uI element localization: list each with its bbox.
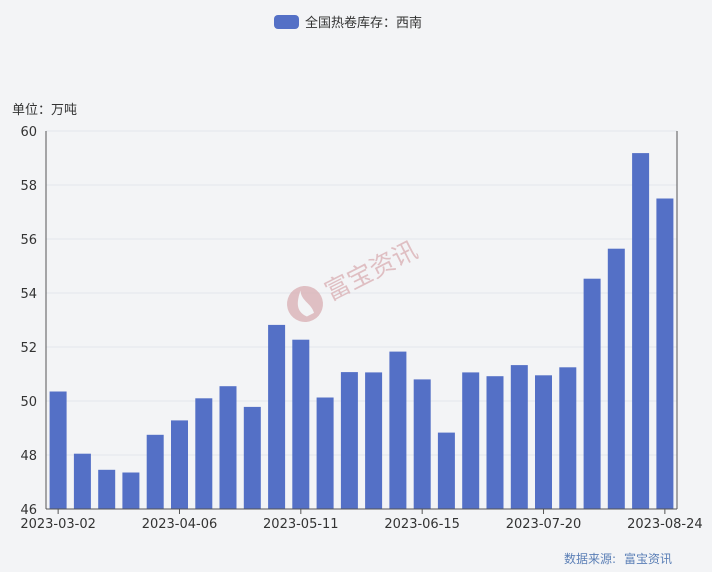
bar-2023-03-09[interactable] (73, 453, 91, 509)
bar-2023-03-23[interactable] (122, 472, 140, 510)
y-tick-label: 54 (20, 287, 37, 302)
bar-2023-07-20[interactable] (535, 375, 552, 509)
y-tick-labels: 46 48 50 52 54 56 58 60 (20, 125, 37, 518)
bar-2023-04-20[interactable] (219, 386, 237, 509)
y-tick-label: 50 (20, 395, 37, 410)
bar-2023-04-06[interactable] (171, 420, 188, 509)
bar-2023-07-13[interactable] (510, 365, 528, 509)
bar-2023-06-15[interactable] (413, 379, 431, 509)
bar-2023-08-03[interactable] (583, 278, 601, 509)
bar-2023-07-06[interactable] (486, 376, 504, 509)
x-tick-label: 2023-03-02 (20, 517, 96, 532)
bar-2023-08-10[interactable] (607, 248, 625, 509)
bar-2023-06-08[interactable] (389, 351, 407, 509)
watermark-flame-icon (297, 290, 315, 317)
legend[interactable]: 全国热卷库存：西南 (274, 15, 422, 31)
x-tick-label: 2023-06-15 (384, 517, 460, 532)
y-tick-label: 52 (20, 341, 37, 356)
grid-lines (46, 130, 677, 456)
x-tick-label: 2023-04-06 (142, 517, 218, 532)
y-tick-label: 46 (20, 503, 37, 518)
bar-2023-06-22[interactable] (437, 432, 455, 509)
y-tick-label: 60 (20, 125, 37, 140)
watermark-logo: 富宝资讯 (287, 235, 422, 322)
x-tick-label: 2023-05-11 (263, 517, 339, 532)
bars (49, 153, 674, 510)
bar-2023-03-16[interactable] (98, 469, 116, 509)
x-tick-label: 2023-08-24 (627, 517, 703, 532)
bar-2023-06-01[interactable] (365, 372, 383, 509)
bar-2023-05-25[interactable] (340, 372, 358, 509)
bar-2023-06-29[interactable] (462, 372, 480, 509)
y-tick-label: 56 (20, 233, 37, 248)
bar-2023-03-02[interactable] (49, 391, 67, 510)
axes (45, 131, 678, 510)
y-tick-label: 48 (20, 449, 37, 464)
bar-2023-04-27[interactable] (243, 406, 261, 509)
legend-swatch[interactable] (274, 15, 299, 29)
legend-label[interactable]: 全国热卷库存：西南 (305, 15, 422, 31)
bar-2023-08-17[interactable] (632, 153, 650, 509)
y-tick-label: 58 (20, 179, 37, 194)
data-source: 数据来源: 富宝资讯 (556, 550, 672, 567)
bar-2023-08-24[interactable] (656, 198, 674, 510)
data-source-label: 数据来源: (563, 552, 616, 566)
bar-2023-05-11[interactable] (292, 339, 310, 509)
bar-2023-05-04[interactable] (268, 324, 286, 509)
y-axis-unit-label: 单位：万吨 (12, 103, 77, 118)
x-tick-labels: 2023-03-02 2023-04-06 2023-05-11 2023-06-15… (20, 509, 703, 532)
bar-2023-04-13[interactable] (195, 398, 213, 509)
watermark-text: 富宝资讯 (320, 235, 422, 306)
x-tick-label: 2023-07-20 (506, 517, 582, 532)
data-source-name: 富宝资讯 (623, 552, 672, 566)
watermark: 富宝资讯 (287, 235, 422, 322)
bar-2023-03-30[interactable] (146, 434, 164, 510)
bar-2023-07-27[interactable] (559, 367, 577, 510)
bar-2023-05-18[interactable] (316, 397, 334, 510)
